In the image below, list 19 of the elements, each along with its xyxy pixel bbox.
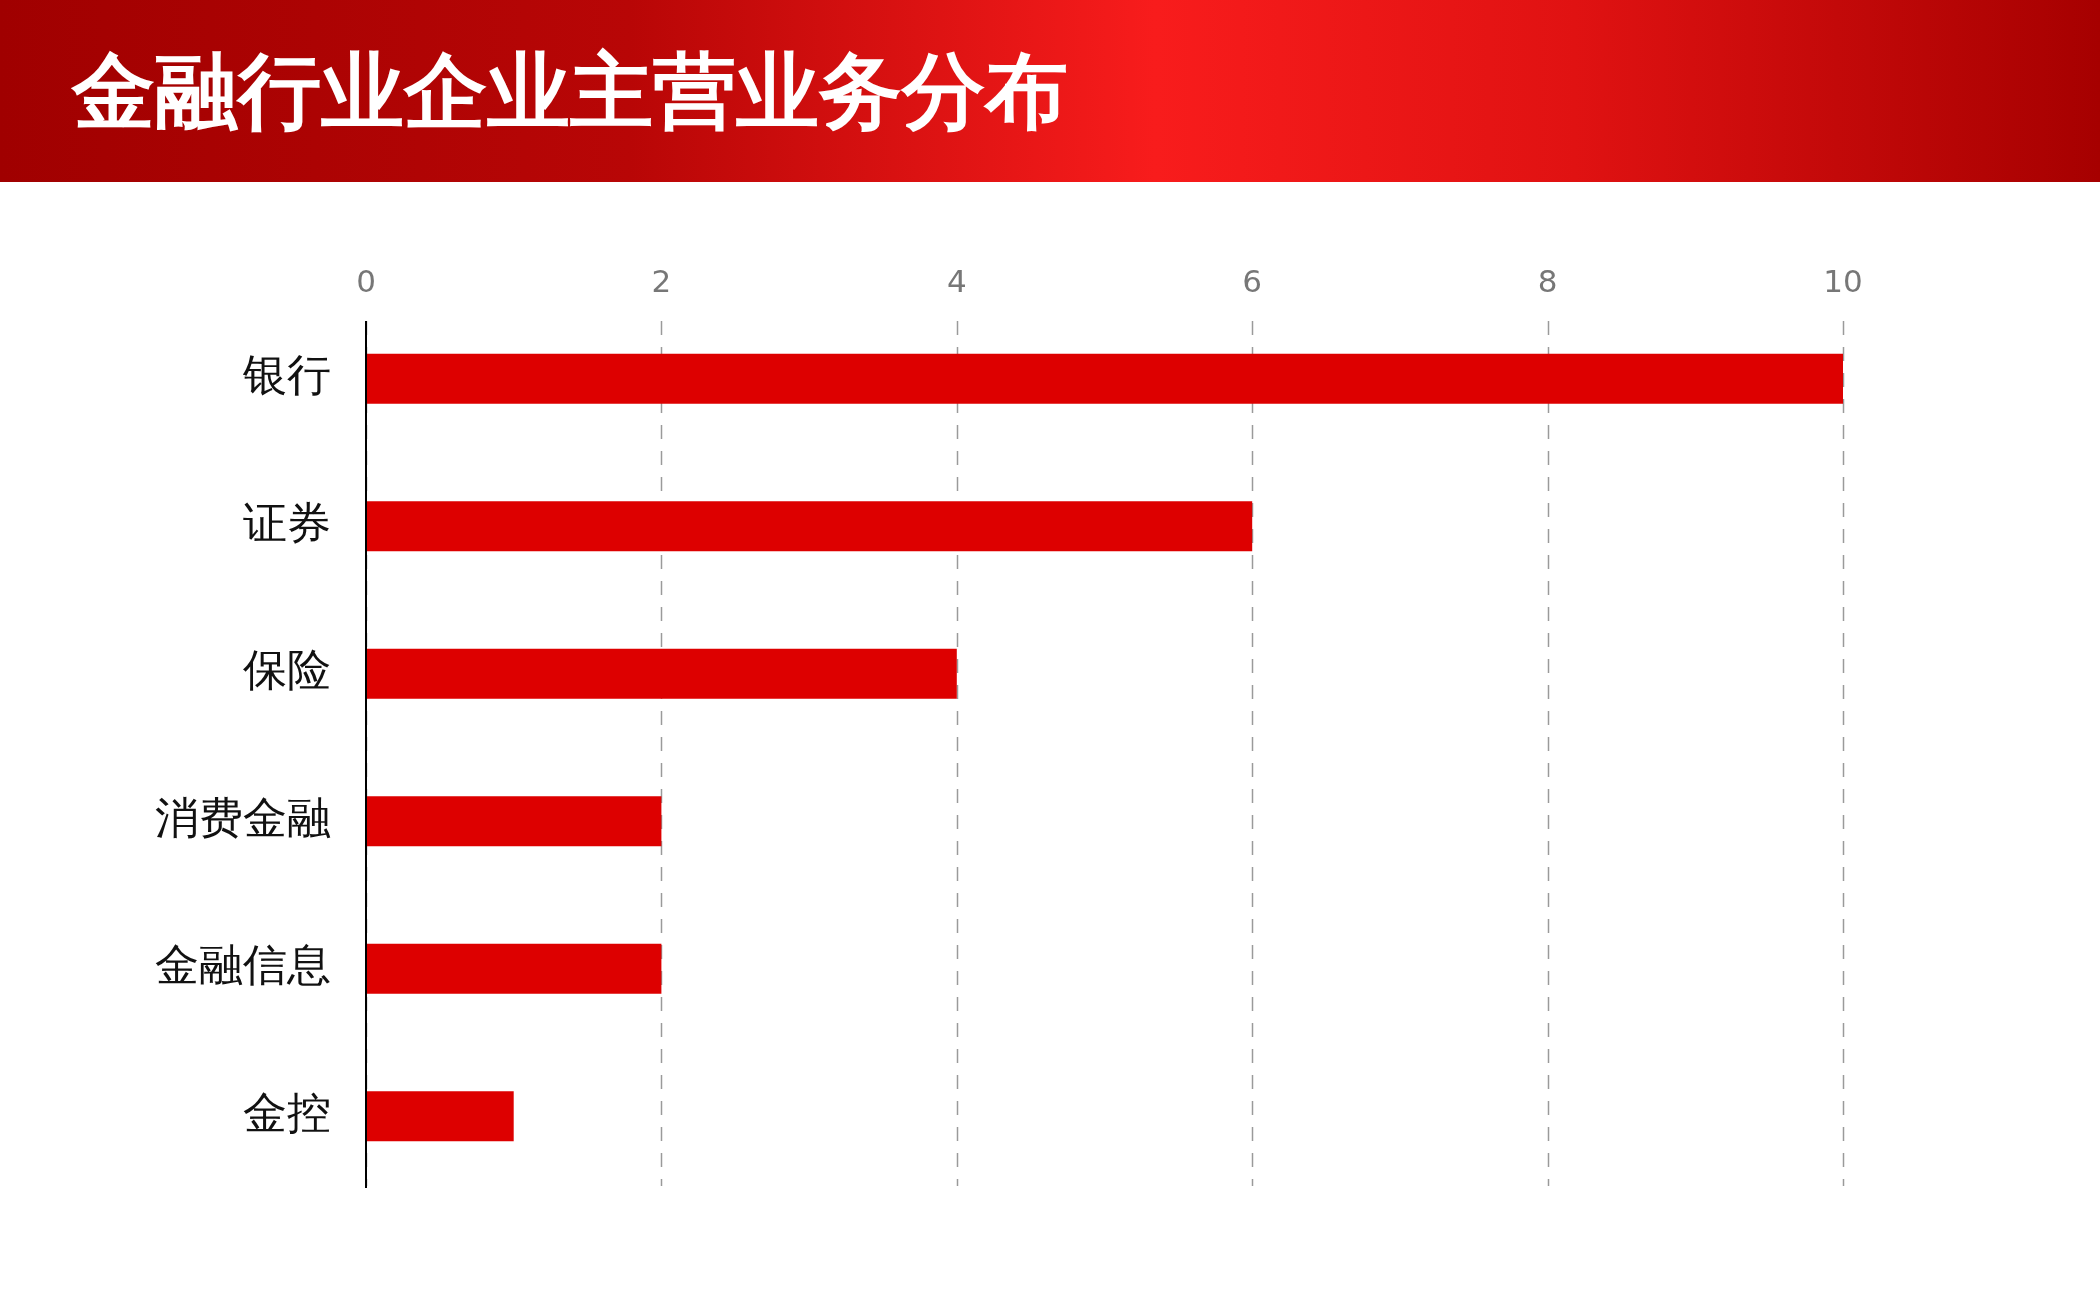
bar xyxy=(366,648,957,699)
x-tick-label: 10 xyxy=(1823,263,1863,300)
y-tick-label: 证券 xyxy=(243,496,331,548)
y-tick-label: 银行 xyxy=(242,349,331,401)
bar xyxy=(366,501,1253,552)
y-tick-label: 金融信息 xyxy=(155,939,331,991)
y-tick-label: 保险 xyxy=(243,644,331,696)
x-tick-label: 8 xyxy=(1537,263,1558,300)
chart-title: 金融行业企业主营业务分布 xyxy=(72,42,1068,142)
bar xyxy=(366,943,662,994)
y-tick-label: 消费金融 xyxy=(155,791,331,843)
bar xyxy=(366,1091,514,1142)
bar xyxy=(366,796,662,847)
y-tick-label: 金控 xyxy=(243,1086,331,1138)
x-tick-label: 2 xyxy=(651,263,672,300)
bar xyxy=(366,353,1843,404)
x-tick-label: 6 xyxy=(1242,263,1263,300)
x-tick-label: 0 xyxy=(356,263,376,300)
x-tick-label: 4 xyxy=(946,263,967,300)
